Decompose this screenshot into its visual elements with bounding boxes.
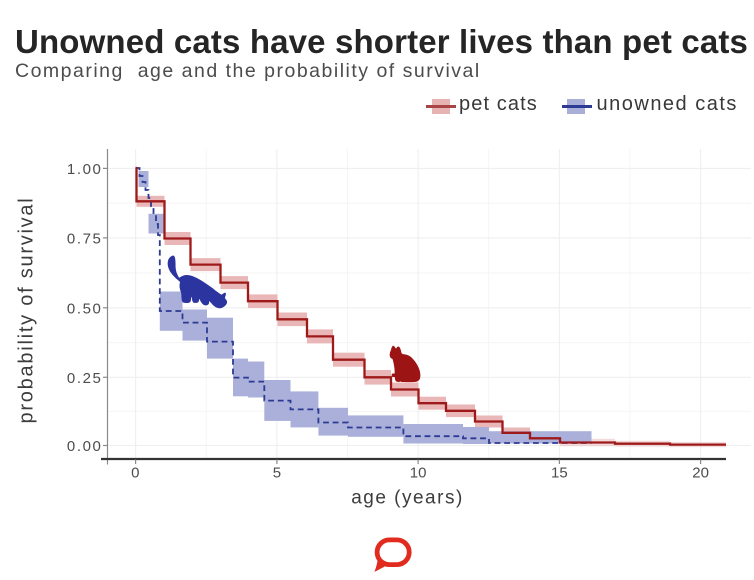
svg-text:age (years): age (years) <box>351 488 464 509</box>
svg-text:0: 0 <box>131 465 139 482</box>
svg-text:0.25: 0.25 <box>67 370 103 387</box>
svg-text:10: 10 <box>410 465 427 482</box>
svg-text:5: 5 <box>273 465 281 482</box>
svg-text:20: 20 <box>692 465 709 482</box>
svg-text:0.00: 0.00 <box>67 438 103 455</box>
svg-text:1.00: 1.00 <box>67 161 103 178</box>
svg-text:0.50: 0.50 <box>67 300 103 317</box>
svg-text:15: 15 <box>551 465 568 482</box>
svg-text:0.75: 0.75 <box>67 230 103 247</box>
svg-text:probability of survival: probability of survival <box>16 197 38 424</box>
